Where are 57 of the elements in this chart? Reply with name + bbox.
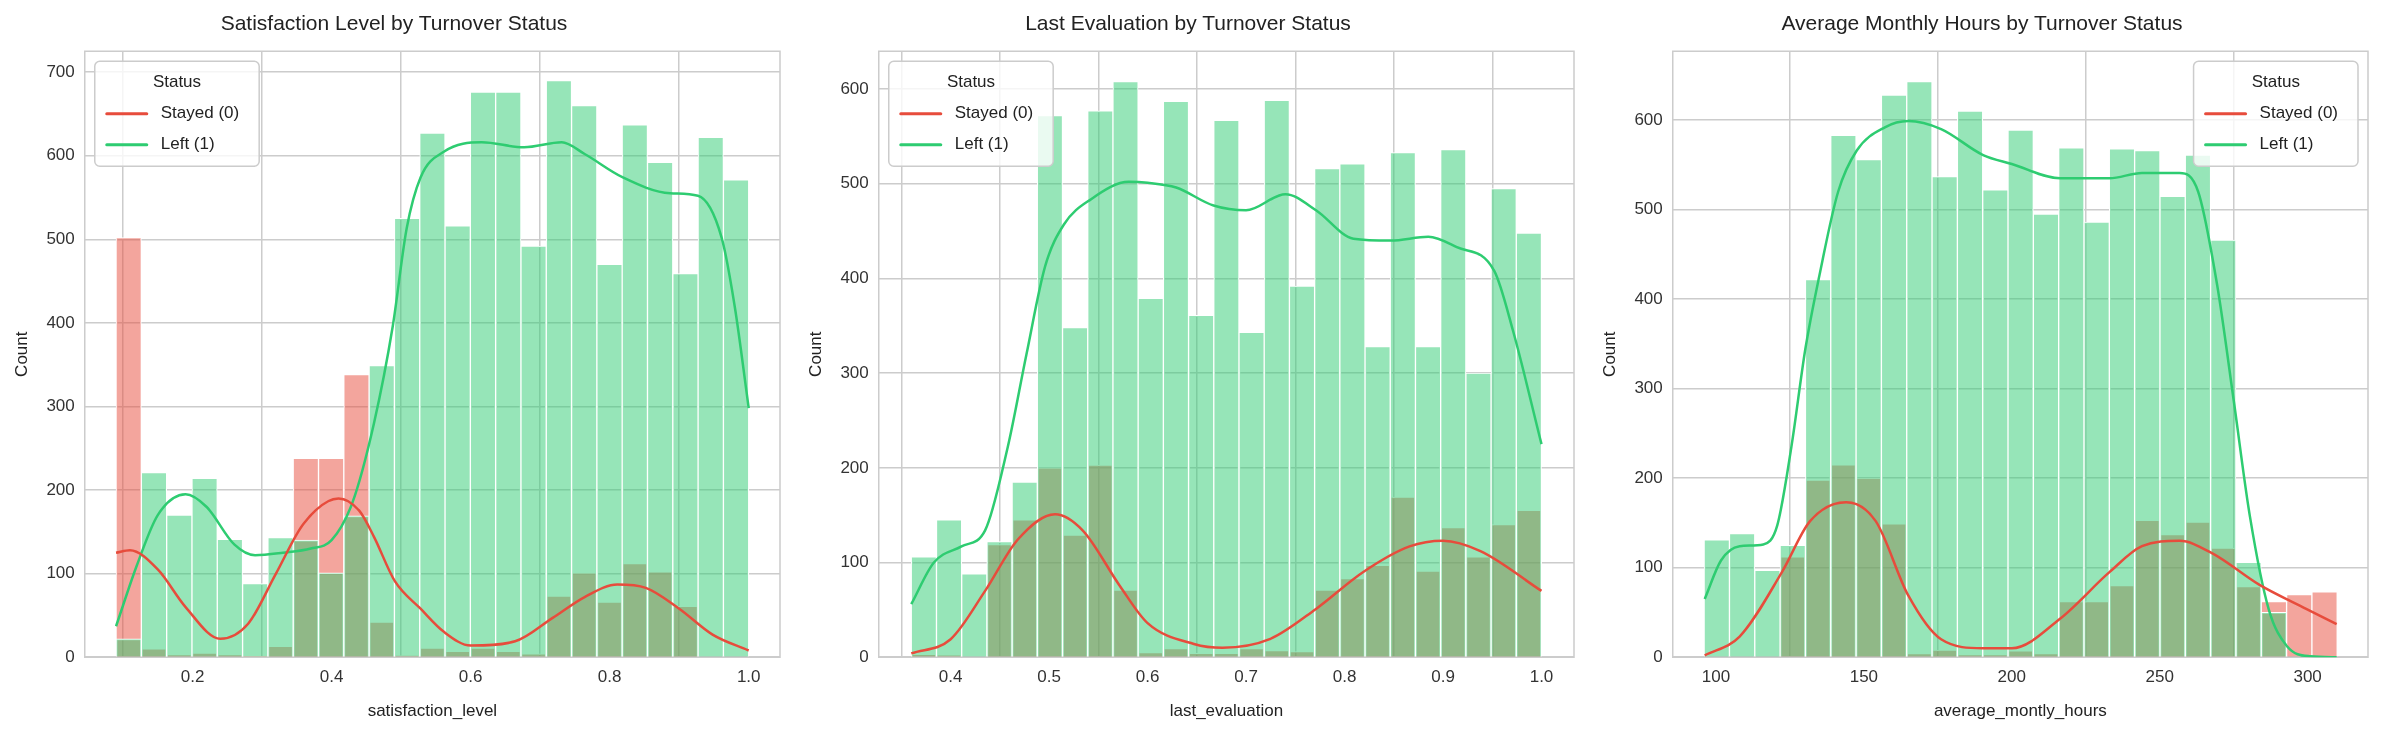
chart-title: Average Monthly Hours by Turnover Status xyxy=(1781,11,2183,35)
x-tick-label: 0.8 xyxy=(597,667,622,687)
y-tick-label: 300 xyxy=(840,362,869,382)
y-tick-label: 400 xyxy=(840,268,869,288)
legend-title: Status xyxy=(152,72,202,92)
legend-title: Status xyxy=(2251,72,2300,92)
x-tick-label: 100 xyxy=(1701,667,1731,687)
x-tick-label: 200 xyxy=(1997,667,2026,687)
legend-label: Stayed (0) xyxy=(160,103,240,123)
chart-title: Last Evaluation by Turnover Status xyxy=(1025,11,1351,35)
x-tick-label: 300 xyxy=(2293,667,2322,687)
x-axis-title: last_evaluation xyxy=(1169,701,1284,721)
legend-label: Stayed (0) xyxy=(954,103,1034,123)
y-tick-label: 600 xyxy=(840,78,869,98)
x-tick-label: 0.5 xyxy=(1037,667,1061,687)
x-tick-label: 0.8 xyxy=(1332,667,1357,687)
x-tick-label: 1.0 xyxy=(1529,667,1554,687)
y-tick-label: 400 xyxy=(46,312,75,332)
y-tick-label: 500 xyxy=(46,228,75,248)
x-tick-label: 250 xyxy=(2145,667,2174,687)
x-tick-label: 150 xyxy=(1849,667,1879,687)
legend-label: Left (1) xyxy=(2259,134,2314,154)
y-tick-label: 600 xyxy=(46,145,75,165)
y-tick-label: 500 xyxy=(1634,199,1663,219)
y-tick-label: 200 xyxy=(46,479,75,499)
x-axis-title: average_montly_hours xyxy=(1933,701,2107,721)
x-tick-label: 0.9 xyxy=(1431,667,1455,687)
y-axis-title: Count xyxy=(805,331,825,377)
legend-label: Left (1) xyxy=(160,134,215,154)
x-tick-label: 0.6 xyxy=(458,667,483,687)
y-tick-label: 100 xyxy=(1634,557,1663,577)
y-tick-label: 300 xyxy=(46,396,75,416)
y-tick-label: 600 xyxy=(1634,109,1663,129)
x-axis-title: satisfaction_level xyxy=(367,701,498,721)
y-axis-title: Count xyxy=(11,331,31,377)
y-tick-label: 300 xyxy=(1634,378,1663,398)
x-tick-label: 0.4 xyxy=(319,667,344,687)
y-axis-title: Count xyxy=(1599,331,1619,377)
legend-label: Stayed (0) xyxy=(2259,103,2339,123)
y-tick-label: 200 xyxy=(1634,467,1663,487)
y-tick-label: 0 xyxy=(65,646,75,666)
chart-title: Satisfaction Level by Turnover Status xyxy=(220,11,568,35)
y-tick-label: 100 xyxy=(46,563,75,583)
legend-label: Left (1) xyxy=(954,134,1009,154)
x-tick-label: 0.2 xyxy=(180,667,205,687)
y-tick-label: 400 xyxy=(1634,288,1663,308)
x-tick-label: 1.0 xyxy=(736,667,761,687)
x-tick-label: 0.7 xyxy=(1234,667,1258,687)
y-tick-label: 100 xyxy=(840,552,869,572)
x-tick-label: 0.6 xyxy=(1135,667,1160,687)
y-tick-label: 700 xyxy=(46,61,75,81)
y-tick-label: 200 xyxy=(840,457,869,477)
y-tick-label: 0 xyxy=(1653,646,1663,666)
legend-title: Status xyxy=(946,72,996,92)
y-tick-label: 500 xyxy=(840,173,869,193)
y-tick-label: 0 xyxy=(859,646,869,666)
x-tick-label: 0.4 xyxy=(938,667,963,687)
